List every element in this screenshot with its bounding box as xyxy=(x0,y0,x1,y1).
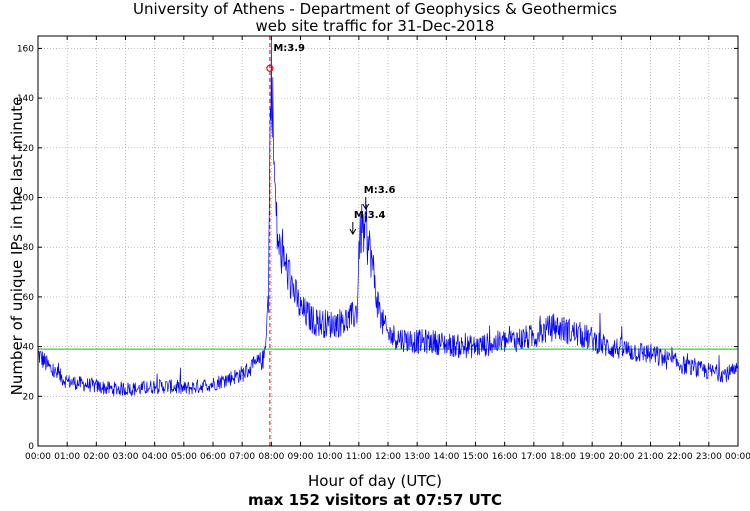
x-tick-label: 11:00 xyxy=(346,452,372,462)
markers xyxy=(266,64,274,72)
y-tick-label: 60 xyxy=(23,293,35,303)
chart-title: University of Athens - Department of Geo… xyxy=(133,0,617,18)
max-visitors-footer: max 152 visitors at 07:57 UTC xyxy=(247,491,503,509)
y-tick-label: 0 xyxy=(28,442,34,452)
x-tick-label: 02:00 xyxy=(83,452,109,462)
x-tick-label: 07:00 xyxy=(229,452,255,462)
x-tick-label: 19:00 xyxy=(579,452,605,462)
x-tick-label: 06:00 xyxy=(200,452,226,462)
annotation-arrow xyxy=(362,197,370,210)
series xyxy=(37,38,739,397)
x-tick-label: 17:00 xyxy=(521,452,547,462)
annotation-arrow xyxy=(349,222,357,235)
chart-subtitle: web site traffic for 31-Dec-2018 xyxy=(255,17,495,35)
x-tick-label: 21:00 xyxy=(638,452,664,462)
axis-ticks: 00:00 01:00 02:00 03:00 04:00 05:00 06:00 07:00… xyxy=(17,36,750,462)
grid xyxy=(38,36,738,446)
x-tick-label: 00:00 xyxy=(725,452,750,462)
x-tick-label: 20:00 xyxy=(608,452,634,462)
annotations: M:3.9 M:3.4 M:3.6 xyxy=(273,43,396,235)
x-tick-label: 08:00 xyxy=(258,452,284,462)
x-tick-label: 12:00 xyxy=(375,452,401,462)
annotation-label: M:3.6 xyxy=(364,185,396,196)
y-tick-label: 40 xyxy=(23,343,35,353)
traffic-series-line xyxy=(37,38,739,397)
x-tick-label: 09:00 xyxy=(288,452,314,462)
y-tick-label: 120 xyxy=(17,144,34,154)
x-tick-label: 10:00 xyxy=(317,452,343,462)
x-tick-label: 01:00 xyxy=(54,452,80,462)
x-tick-label: 14:00 xyxy=(433,452,459,462)
x-tick-label: 13:00 xyxy=(404,452,430,462)
x-tick-label: 16:00 xyxy=(492,452,518,462)
x-tick-label: 03:00 xyxy=(113,452,139,462)
x-tick-label: 00:00 xyxy=(25,452,51,462)
y-tick-label: 100 xyxy=(17,194,34,204)
peak-marker xyxy=(266,64,274,72)
x-tick-label: 04:00 xyxy=(142,452,168,462)
x-tick-label: 22:00 xyxy=(667,452,693,462)
y-tick-label: 140 xyxy=(17,94,34,104)
x-tick-label: 23:00 xyxy=(696,452,722,462)
annotation-label: M:3.9 xyxy=(273,43,305,54)
annotation-label: M:3.4 xyxy=(354,210,386,221)
x-tick-label: 18:00 xyxy=(550,452,576,462)
x-tick-label: 15:00 xyxy=(463,452,489,462)
x-axis-label: Hour of day (UTC) xyxy=(308,472,442,490)
x-tick-label: 05:00 xyxy=(171,452,197,462)
y-tick-label: 80 xyxy=(23,243,35,253)
y-tick-label: 20 xyxy=(23,392,35,402)
reference-lines xyxy=(38,36,738,446)
y-tick-label: 160 xyxy=(17,44,34,54)
